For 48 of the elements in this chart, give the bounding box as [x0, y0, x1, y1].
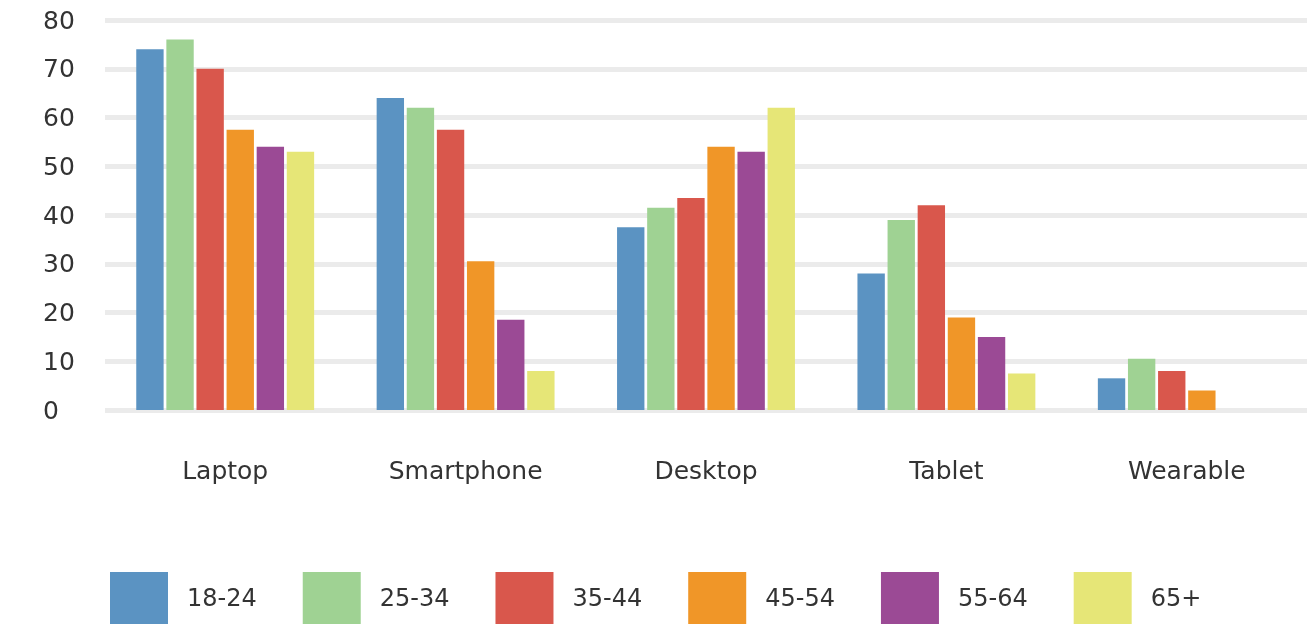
bar [857, 273, 885, 410]
y-tick-label: 40 [43, 200, 75, 230]
y-tick-label: 50 [43, 151, 75, 181]
y-tick-label: 30 [43, 249, 75, 279]
x-tick-label: Laptop [182, 456, 269, 485]
x-tick-label: Wearable [1127, 456, 1246, 485]
bar [677, 197, 705, 410]
legend-label: 65+ [1150, 584, 1202, 612]
bar [196, 68, 224, 410]
y-tick-label: 10 [43, 346, 75, 376]
bar [136, 49, 164, 410]
bar [497, 319, 525, 410]
bar [286, 151, 315, 410]
bar [166, 39, 194, 410]
y-tick-label: 60 [43, 103, 75, 132]
legend-label: 18-24 [187, 584, 257, 612]
bar [406, 107, 435, 410]
y-tick-label: 0 [43, 395, 59, 425]
bar [376, 98, 405, 410]
bar [527, 371, 555, 410]
y-tick-label: 20 [43, 298, 75, 327]
bar [767, 107, 795, 410]
x-tick-label: Desktop [654, 456, 758, 485]
bar [617, 227, 645, 410]
bar [977, 336, 1006, 410]
bar [1158, 371, 1186, 410]
bar [1127, 358, 1156, 410]
legend-label: 45-54 [765, 584, 835, 612]
y-tick-label: 80 [43, 5, 75, 35]
bar [226, 129, 254, 410]
bar [256, 146, 285, 410]
bar [947, 317, 976, 410]
legend-label: 25-34 [379, 584, 450, 612]
legend-label: 55-64 [957, 584, 1028, 612]
bar [887, 219, 915, 410]
bar [1097, 378, 1126, 410]
bar [647, 207, 675, 410]
x-tick-label: Smartphone [388, 456, 543, 485]
legend-label: 35-44 [572, 584, 643, 612]
bar [737, 151, 765, 410]
bar [436, 129, 465, 410]
bar [917, 205, 946, 410]
bar [1007, 373, 1036, 410]
y-tick-label: 70 [43, 54, 75, 84]
x-tick-label: Tablet [908, 456, 984, 485]
bar [1188, 390, 1216, 410]
bar [707, 146, 735, 410]
bar [466, 261, 495, 410]
